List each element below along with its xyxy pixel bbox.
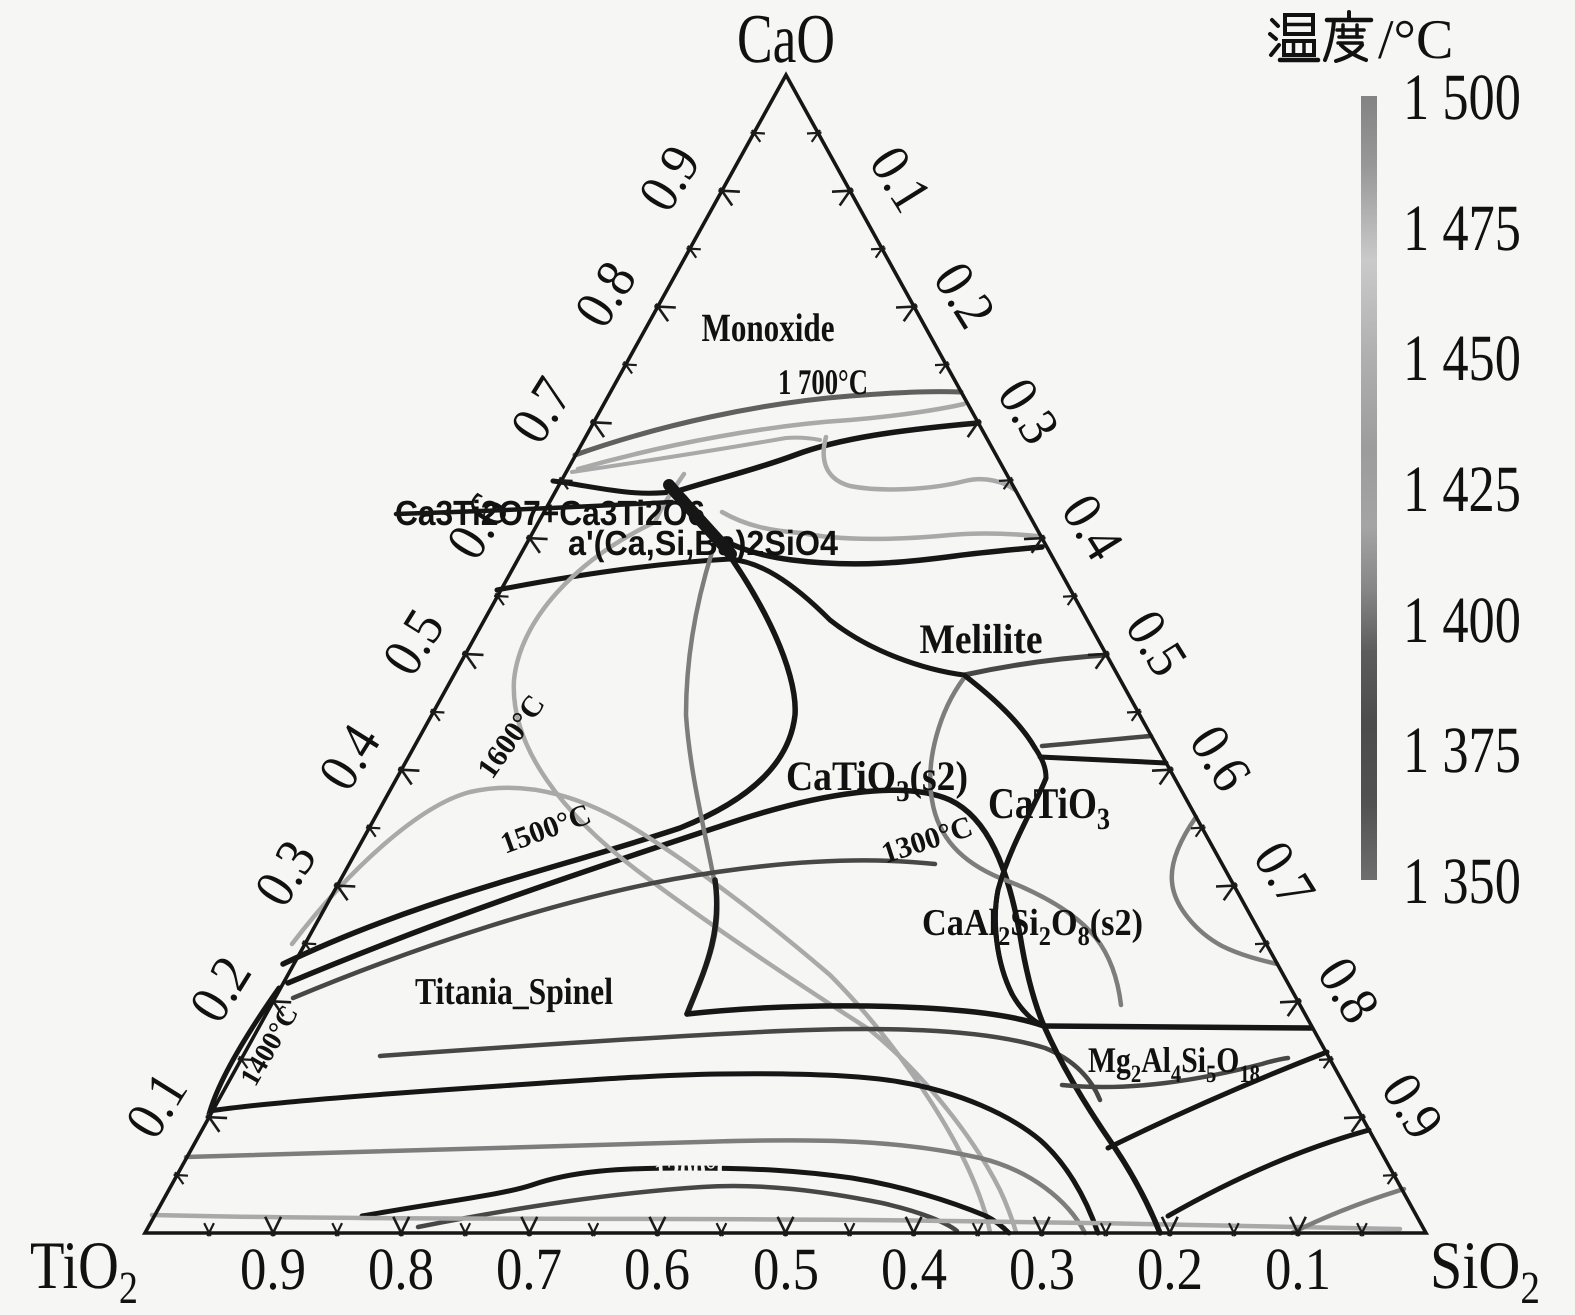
svg-text:CaO: CaO bbox=[737, 1, 835, 78]
svg-text:CaTiO3(s2): CaTiO3(s2) bbox=[786, 754, 968, 808]
svg-text:1 350: 1 350 bbox=[1403, 845, 1521, 918]
svg-text:1 375: 1 375 bbox=[1403, 714, 1521, 787]
svg-text:0.8: 0.8 bbox=[368, 1236, 434, 1302]
svg-text:0.6: 0.6 bbox=[624, 1236, 690, 1302]
svg-text:/°C: /°C bbox=[1378, 9, 1453, 71]
svg-text:1 400: 1 400 bbox=[1403, 584, 1521, 657]
svg-text:CaTiO3: CaTiO3 bbox=[988, 779, 1110, 836]
svg-text:1 425: 1 425 bbox=[1403, 453, 1521, 526]
svg-text:0.4: 0.4 bbox=[881, 1236, 947, 1302]
svg-text:0.9: 0.9 bbox=[240, 1236, 306, 1302]
svg-text:1 700°C: 1 700°C bbox=[778, 362, 868, 402]
svg-text:0.7: 0.7 bbox=[496, 1236, 562, 1302]
svg-text:Melilite: Melilite bbox=[920, 617, 1043, 663]
svg-text:1 475: 1 475 bbox=[1403, 192, 1521, 265]
svg-text:1 450: 1 450 bbox=[1403, 322, 1521, 395]
svg-text:1 500: 1 500 bbox=[1403, 61, 1521, 134]
svg-text:CaAl2Si2O8(s2): CaAl2Si2O8(s2) bbox=[922, 902, 1143, 951]
svg-text:Titania_Spinel: Titania_Spinel bbox=[415, 971, 613, 1013]
svg-text:0.1: 0.1 bbox=[1265, 1236, 1331, 1302]
svg-text:0.5: 0.5 bbox=[753, 1236, 819, 1302]
svg-text:0.2: 0.2 bbox=[1137, 1236, 1203, 1302]
svg-text:Monoxide: Monoxide bbox=[702, 305, 835, 350]
svg-text:0.3: 0.3 bbox=[1009, 1236, 1075, 1302]
svg-text:1200°C: 1200°C bbox=[653, 1154, 736, 1187]
